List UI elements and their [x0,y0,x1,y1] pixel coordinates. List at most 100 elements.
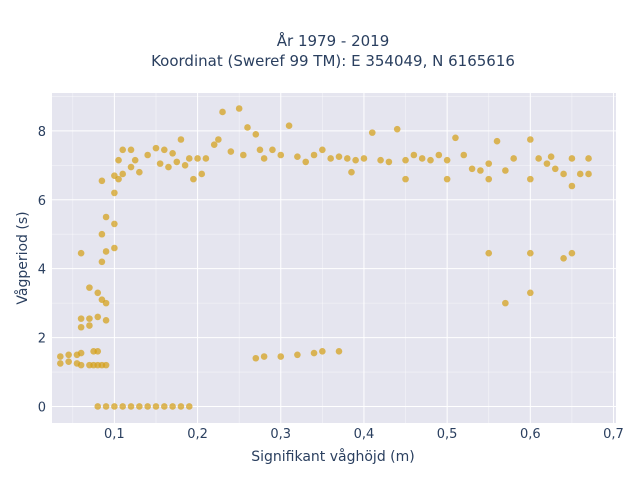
data-point [585,170,592,178]
data-point [119,146,127,154]
data-point [551,165,559,173]
data-point [111,189,118,197]
data-point [98,177,106,185]
y-axis-label: Vågperiod (s) [14,211,31,304]
data-points [57,105,592,410]
y-tick-label: 2 [38,332,46,347]
data-point [102,213,110,221]
data-point [77,361,85,369]
data-point [568,155,576,162]
data-point [260,155,268,162]
data-point [161,403,168,410]
data-point [418,155,426,162]
data-point [235,105,243,112]
data-point [277,353,285,360]
data-point [240,151,247,159]
data-point [111,220,118,228]
data-point [65,358,72,365]
data-point [202,155,210,162]
data-point [348,168,355,176]
data-point [57,360,64,367]
data-point [427,156,434,164]
y-tick-label: 8 [38,125,46,140]
data-point [460,151,468,159]
data-point [86,315,93,322]
data-point [111,244,118,252]
data-point [535,155,542,162]
data-point [102,299,110,307]
data-point [468,165,476,173]
data-point [136,168,143,176]
data-point [452,134,459,142]
data-point [131,156,139,164]
data-point [402,156,409,164]
data-point [510,155,517,162]
data-point [102,361,110,369]
x-tick-label: 0,7 [603,427,624,442]
data-point [485,160,493,167]
data-point [77,249,85,257]
data-point [302,158,310,166]
data-point [77,349,85,357]
y-tick-label: 6 [38,194,46,209]
data-point [219,108,226,116]
data-point [115,156,122,164]
data-point [181,162,189,169]
data-point [310,349,318,357]
data-point [443,175,451,183]
data-point [477,167,484,174]
data-point [377,156,384,164]
data-point [568,182,576,190]
data-point [560,170,567,178]
data-point [94,313,102,321]
data-point [585,155,592,162]
data-point [152,403,160,410]
data-point [144,403,151,410]
data-point [173,158,181,166]
data-point [144,151,151,159]
data-point [94,348,102,355]
data-point [547,153,555,161]
data-point [277,151,285,159]
data-point [485,175,493,183]
y-tick-labels: 0 2 4 6 8 [38,125,46,416]
data-point [485,249,493,257]
data-point [210,141,218,148]
data-point [161,146,168,154]
data-point [335,153,343,161]
data-point [94,403,102,410]
data-point [119,403,127,410]
data-point [319,348,326,355]
x-tick-label: 0,1 [104,427,125,442]
x-tick-label: 0,4 [354,427,375,442]
data-point [527,289,534,297]
data-point [102,317,110,324]
chart-title-line2: Koordinat (Sweref 99 TM): E 354049, N 61… [151,52,515,70]
data-point [198,170,206,178]
data-point [86,284,93,291]
data-point [502,299,509,307]
data-point [165,163,172,171]
data-point [98,230,106,238]
x-tick-label: 0,2 [187,427,208,442]
data-point [119,170,127,178]
data-point [560,255,567,262]
data-point [285,122,293,130]
data-point [152,144,160,152]
data-point [435,151,443,159]
data-point [568,249,576,257]
x-tick-label: 0,6 [520,427,541,442]
data-point [215,136,222,143]
data-point [65,351,72,359]
data-point [102,403,110,410]
data-point [260,353,268,360]
data-point [294,351,301,359]
data-point [169,403,176,410]
data-point [360,155,368,162]
data-point [77,323,85,331]
data-point [527,175,534,183]
data-point [269,146,276,154]
data-point [244,124,251,131]
data-point [352,156,359,164]
